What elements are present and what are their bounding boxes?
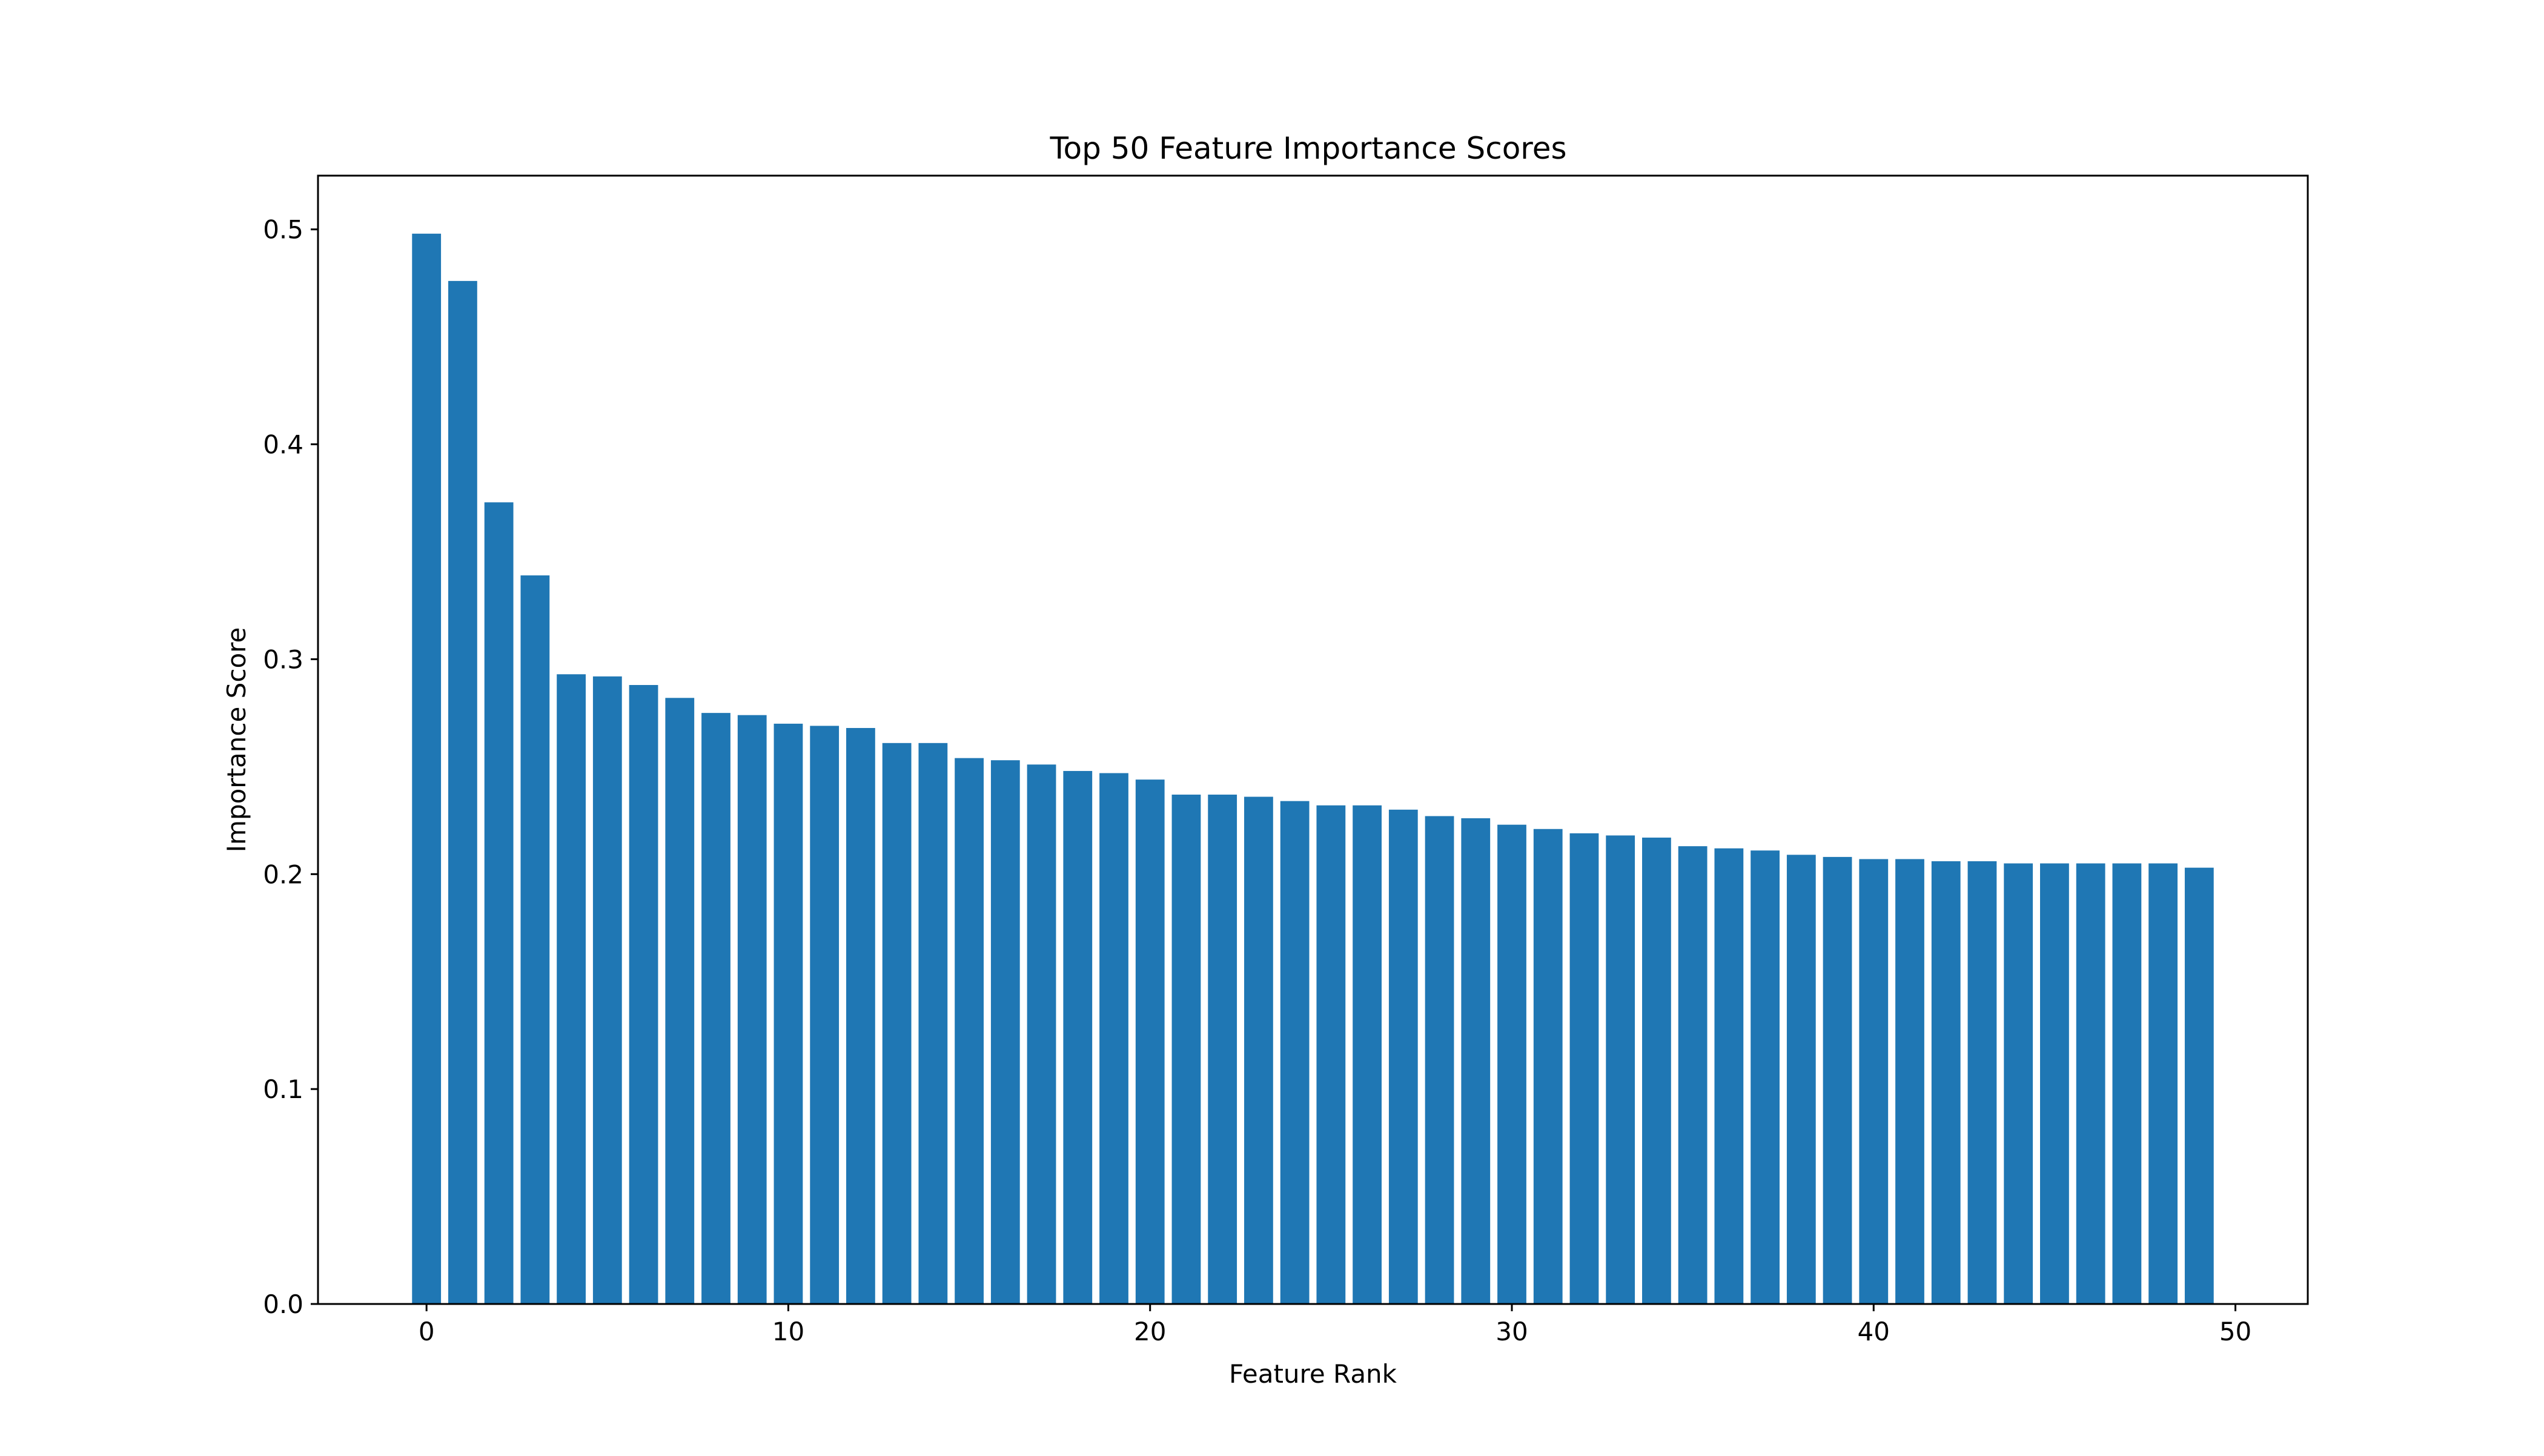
bar-rank-19 xyxy=(1099,773,1128,1304)
bar-rank-20 xyxy=(1135,779,1165,1304)
bar-rank-33 xyxy=(1606,835,1635,1304)
bar-rank-16 xyxy=(990,760,1020,1304)
bar-rank-32 xyxy=(1569,833,1599,1304)
y-axis: 0.0 0.1 0.2 0.3 0.4 0.5 xyxy=(263,215,318,1319)
bar-rank-49 xyxy=(2184,867,2214,1304)
bar-rank-24 xyxy=(1280,801,1310,1304)
y-tick-label: 0.0 xyxy=(263,1289,303,1319)
bar-rank-34 xyxy=(1642,837,1671,1304)
bar-rank-47 xyxy=(2112,863,2142,1304)
bar-rank-25 xyxy=(1316,805,1346,1304)
bar-rank-0 xyxy=(412,233,442,1305)
x-tick-label: 40 xyxy=(1858,1317,1890,1346)
bar-rank-13 xyxy=(882,743,912,1304)
bar-rank-10 xyxy=(773,723,803,1304)
bar-rank-45 xyxy=(2040,863,2069,1304)
bar-rank-26 xyxy=(1353,805,1382,1304)
y-tick-label: 0.3 xyxy=(263,644,303,674)
x-axis: 0 10 20 30 40 50 xyxy=(419,1304,2251,1346)
bar-rank-14 xyxy=(918,743,948,1304)
bar-rank-44 xyxy=(2004,863,2033,1304)
y-tick-label: 0.4 xyxy=(263,430,303,460)
x-tick-label: 30 xyxy=(1496,1317,1528,1346)
bar-rank-31 xyxy=(1533,829,1563,1304)
bar-rank-22 xyxy=(1208,794,1237,1304)
bar-rank-12 xyxy=(846,727,875,1304)
bar-rank-4 xyxy=(557,674,586,1304)
plot-frame xyxy=(317,174,2309,1305)
y-axis-label: Importance Score xyxy=(222,627,251,853)
bar-rank-37 xyxy=(1751,850,1780,1304)
bar-rank-3 xyxy=(520,575,550,1304)
x-tick-label: 20 xyxy=(1134,1317,1166,1346)
bar-rank-36 xyxy=(1714,848,1744,1304)
bar-rank-15 xyxy=(955,758,984,1304)
y-tick-label: 0.2 xyxy=(263,859,303,889)
x-tick-label: 10 xyxy=(772,1317,804,1346)
bar-rank-40 xyxy=(1859,859,1889,1304)
bar-rank-1 xyxy=(448,280,477,1304)
bar-rank-27 xyxy=(1388,809,1418,1304)
bar-rank-18 xyxy=(1063,770,1093,1304)
y-tick-label: 0.1 xyxy=(263,1074,303,1104)
x-axis-label: Feature Rank xyxy=(1229,1359,1397,1389)
y-tick-label: 0.5 xyxy=(263,215,303,245)
x-tick-label: 0 xyxy=(419,1317,435,1346)
bar-rank-9 xyxy=(737,715,767,1304)
bar-rank-46 xyxy=(2076,863,2105,1304)
bar-rank-41 xyxy=(1895,859,1924,1304)
bar-rank-29 xyxy=(1461,818,1491,1304)
bar-rank-5 xyxy=(592,676,622,1304)
bar-rank-11 xyxy=(810,726,840,1304)
bar-rank-21 xyxy=(1171,794,1201,1304)
bar-rank-42 xyxy=(1931,861,1961,1304)
bar-rank-43 xyxy=(1967,861,1997,1304)
bar-rank-2 xyxy=(484,502,514,1305)
bar-rank-8 xyxy=(701,713,730,1304)
bar-rank-17 xyxy=(1027,764,1056,1304)
bars-group xyxy=(412,233,2214,1305)
bar-rank-35 xyxy=(1678,846,1708,1304)
bar-rank-38 xyxy=(1786,855,1816,1304)
bar-rank-30 xyxy=(1497,824,1526,1304)
bar-rank-23 xyxy=(1244,796,1273,1304)
chart-title: Top 50 Feature Importance Scores xyxy=(1049,131,1566,166)
bar-rank-7 xyxy=(665,698,695,1304)
bar-rank-48 xyxy=(2148,863,2178,1304)
bar-rank-6 xyxy=(629,685,658,1304)
bar-rank-28 xyxy=(1425,816,1454,1304)
bar-rank-39 xyxy=(1823,856,1852,1304)
x-tick-label: 50 xyxy=(2219,1317,2251,1346)
